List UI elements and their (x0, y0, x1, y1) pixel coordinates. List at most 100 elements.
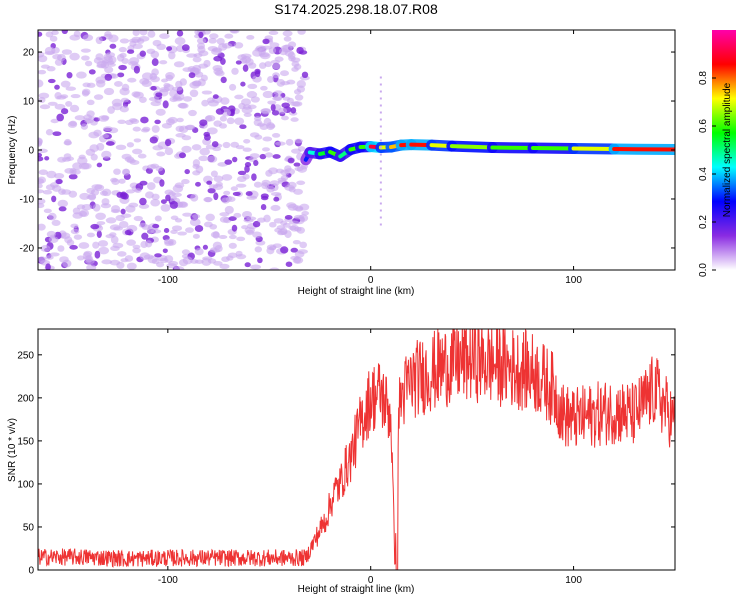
noise-speckle (198, 31, 204, 39)
noise-speckle (252, 231, 262, 238)
noise-speckle (267, 100, 277, 105)
noise-speckle (131, 91, 141, 98)
noise-speckle (269, 42, 280, 48)
noise-speckle (120, 258, 129, 263)
noise-speckle (86, 264, 97, 270)
y-tick-label: 250 (17, 350, 34, 361)
noise-speckle (169, 89, 179, 98)
noise-speckle (61, 30, 68, 35)
y-tick-label: 20 (23, 48, 35, 59)
noise-speckle (141, 232, 149, 240)
noise-speckle (213, 120, 222, 127)
noise-speckle (150, 75, 160, 83)
noise-speckle (169, 200, 179, 209)
noise-speckle (288, 41, 297, 48)
noise-speckle (194, 248, 204, 256)
noise-speckle (294, 94, 304, 101)
noise-speckle (269, 180, 280, 186)
noise-speckle (289, 224, 299, 232)
noise-speckle (198, 155, 209, 162)
noise-speckle (290, 247, 299, 253)
noise-speckle (171, 86, 183, 91)
noise-speckle (113, 168, 121, 175)
noise-speckle (101, 198, 110, 206)
y-tick-label: 150 (17, 436, 34, 447)
noise-speckle (132, 126, 141, 132)
noise-speckle (192, 233, 200, 239)
noise-speckle (76, 255, 85, 261)
noise-speckle (165, 194, 171, 202)
noise-speckle (247, 83, 258, 90)
noise-speckle (38, 189, 45, 194)
noise-speckle (38, 152, 43, 158)
noise-speckle (60, 108, 69, 115)
noise-speckle (227, 252, 238, 259)
noise-speckle (273, 196, 280, 202)
noise-speckle (296, 180, 306, 186)
noise-speckle (146, 226, 155, 235)
noise-speckle (232, 156, 238, 163)
noise-speckle (203, 221, 213, 228)
noise-speckle (55, 178, 63, 185)
noise-speckle (91, 184, 103, 190)
snr-xlabel: Height of straight line (km) (298, 584, 415, 595)
noise-speckle (49, 252, 60, 257)
noise-speckle (284, 215, 293, 220)
noise-speckle (118, 220, 129, 229)
noise-speckle (254, 134, 263, 140)
noise-speckle (104, 73, 113, 81)
spectrogram-xlabel: Height of straight line (km) (298, 286, 415, 297)
noise-speckle (104, 66, 114, 74)
noise-speckle (38, 169, 48, 176)
noise-speckle (171, 225, 183, 232)
noise-speckle (228, 234, 237, 240)
noise-speckle (171, 192, 182, 197)
noise-speckle (181, 145, 192, 153)
noise-speckle (61, 189, 72, 195)
y-tick-label: -10 (20, 194, 35, 205)
noise-speckle (268, 47, 277, 54)
noise-speckle (220, 97, 230, 105)
noise-speckle (69, 167, 77, 175)
noise-speckle (38, 156, 44, 162)
noise-speckle (69, 104, 80, 113)
colorbar: 0.0 0.2 0.4 0.6 0.8 Normalized spectral ampl… (698, 30, 736, 277)
noise-speckle (109, 43, 117, 49)
noise-speckle (292, 240, 301, 245)
noise-speckle (280, 70, 289, 77)
signal-core (449, 144, 495, 150)
noise-speckle (290, 117, 299, 122)
noise-speckle (90, 223, 100, 230)
spectrogram-frame (37, 29, 676, 271)
noise-speckle (38, 256, 47, 264)
y-tick-label: 10 (23, 97, 35, 108)
noise-speckle (250, 264, 262, 270)
noise-speckle (213, 260, 223, 266)
noise-speckle (174, 37, 186, 46)
noise-speckle (120, 97, 129, 103)
noise-speckle (290, 107, 297, 114)
noise-speckle (118, 46, 127, 53)
noise-speckle (101, 259, 113, 265)
noise-speckle (54, 103, 66, 110)
x-tick-label: 100 (565, 575, 582, 586)
noise-speckle (139, 50, 147, 57)
noise-speckle (96, 142, 105, 151)
noise-speckle (234, 117, 245, 125)
noise-speckle (251, 173, 257, 181)
noise-speckle (164, 147, 174, 156)
noise-speckle (176, 117, 184, 123)
noise-speckle (301, 210, 310, 216)
noise-speckle (46, 170, 57, 179)
noise-speckle (206, 180, 213, 185)
noise-speckle (169, 96, 178, 103)
noise-speckle (88, 192, 97, 201)
noise-speckle (230, 186, 239, 191)
noise-speckle (58, 206, 67, 212)
noise-speckle (165, 74, 174, 82)
colorbar-label: Normalized spectral amplitude (722, 82, 733, 217)
noise-speckle (150, 85, 157, 91)
noise-speckle (259, 153, 267, 160)
noise-speckle (47, 212, 57, 221)
noise-speckle (140, 240, 148, 249)
